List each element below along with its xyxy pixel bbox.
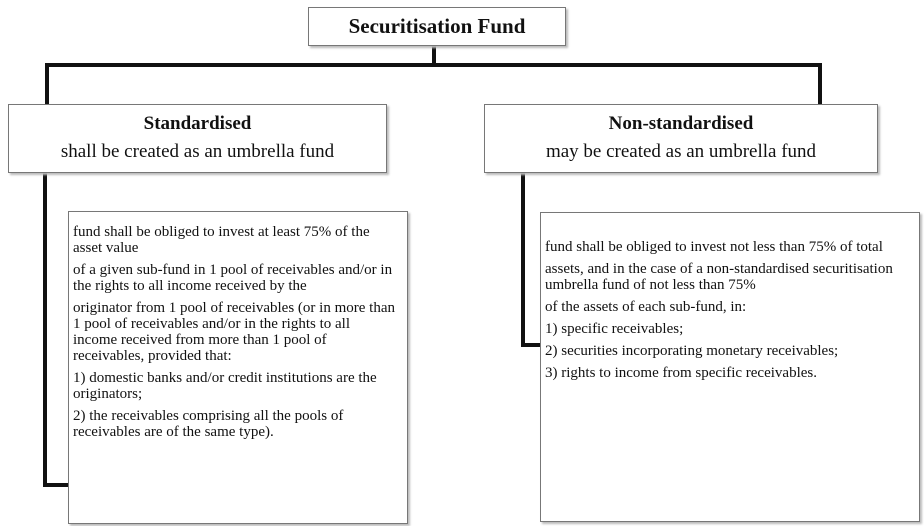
branch-title: Non-standardised bbox=[608, 113, 754, 134]
detail-box: fund shall be obliged to invest not less… bbox=[540, 212, 920, 522]
detail-text: 1) specific receivables; bbox=[545, 321, 684, 337]
branch-subtitle: shall be created as an umbrella fund bbox=[60, 141, 335, 162]
branch-node: Non-standardised may be created as an um… bbox=[484, 104, 878, 173]
detail-text: fund shall be obliged to invest not less… bbox=[545, 239, 883, 255]
detail-text: of the assets of each sub-fund, in: bbox=[545, 299, 747, 315]
branch-subtitle: may be created as an umbrella fund bbox=[545, 141, 817, 162]
detail-text: assets, and in the case of a non-standar… bbox=[545, 261, 893, 293]
root-node: Securitisation Fund bbox=[308, 7, 566, 46]
branch-node: Standardised shall be created as an umbr… bbox=[8, 104, 387, 173]
detail-text: of a given sub-fund in 1 pool of receiva… bbox=[73, 262, 393, 294]
detail-text: 3) rights to income from specific receiv… bbox=[545, 365, 817, 381]
detail-text: 2) the receivables comprising all the po… bbox=[73, 408, 344, 440]
branch-title: Standardised bbox=[143, 113, 252, 134]
detail-text: 1) domestic banks and/or credit institut… bbox=[73, 370, 377, 402]
detail-box: fund shall be obliged to invest at least… bbox=[68, 211, 408, 524]
detail-text: originator from 1 pool of receivables (o… bbox=[73, 300, 395, 364]
detail-text: 2) securities incorporating monetary rec… bbox=[545, 343, 839, 359]
detail-text: fund shall be obliged to invest at least… bbox=[73, 224, 370, 256]
